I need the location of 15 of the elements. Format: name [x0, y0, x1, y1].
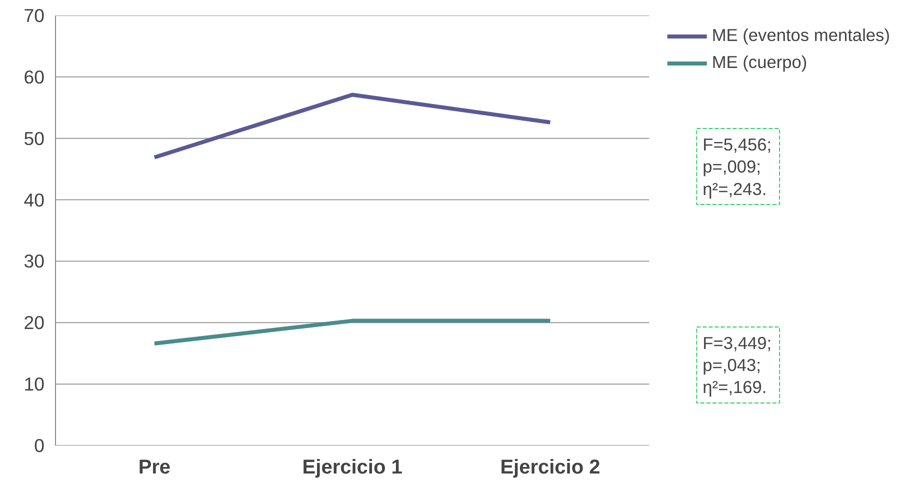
y-tick-label: 40 — [24, 189, 45, 210]
y-tick-label: 20 — [24, 312, 45, 334]
x-tick-label: Ejercicio 2 — [500, 456, 600, 478]
text: F=5,456; p=,009; η²=,243. — [702, 134, 772, 199]
legend-label: ME (cuerpo) — [712, 52, 808, 73]
text: F=3,449; p=,043; η²=,169. — [702, 332, 772, 398]
y-tick-label: 0 — [34, 435, 45, 456]
y-tick-label: 70 — [24, 5, 45, 26]
y-tick-label: 30 — [24, 250, 45, 272]
y-tick-label: 10 — [24, 374, 45, 395]
y-tick-label: 60 — [24, 66, 45, 88]
legend-label: ME (eventos mentales) — [712, 25, 890, 46]
x-tick-label: Ejercicio 1 — [302, 456, 402, 478]
x-tick-label: Pre — [138, 456, 171, 478]
y-tick-label: 50 — [24, 128, 45, 149]
